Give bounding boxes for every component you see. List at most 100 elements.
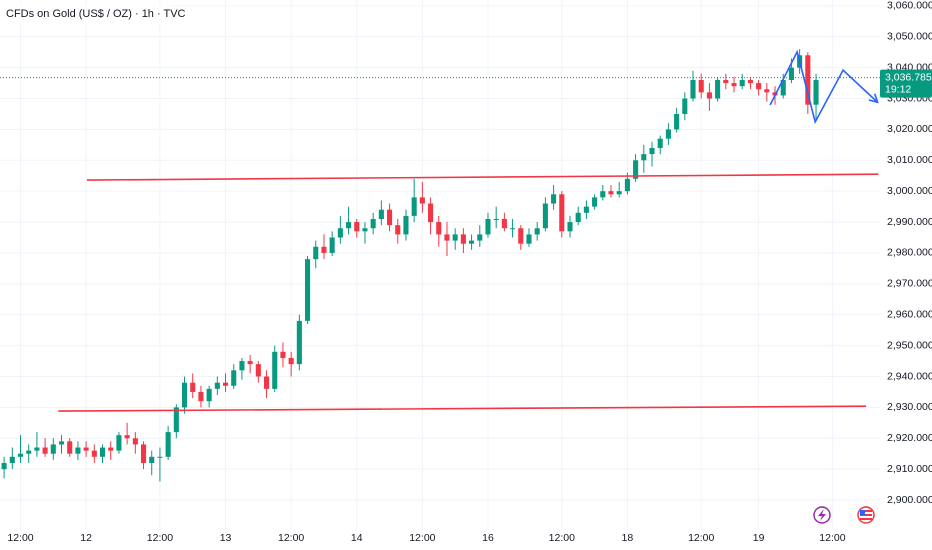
candle-body bbox=[469, 240, 475, 244]
candle-body bbox=[1, 462, 7, 470]
candle-body bbox=[641, 154, 647, 161]
title-backdrop bbox=[0, 4, 170, 24]
candle-body bbox=[34, 447, 40, 451]
candle-body bbox=[444, 234, 450, 241]
candle-body bbox=[493, 218, 499, 220]
candle-body bbox=[649, 147, 655, 155]
candle-body bbox=[674, 113, 680, 130]
y-tick-label: 2,940.000 bbox=[887, 370, 932, 382]
drawing-line bbox=[58, 405, 867, 412]
candle-body bbox=[9, 456, 15, 463]
x-tick-label: 12:00 bbox=[819, 532, 845, 544]
y-tick-label: 3,010.000 bbox=[887, 154, 932, 166]
countdown-label: 19:12 bbox=[885, 83, 911, 95]
candle-body bbox=[723, 79, 729, 84]
candle-body bbox=[715, 79, 721, 99]
candle-body bbox=[403, 215, 409, 235]
candle-body bbox=[411, 197, 417, 216]
candle-body bbox=[346, 222, 352, 229]
candle-body bbox=[378, 209, 384, 219]
candle-body bbox=[485, 218, 491, 235]
candle-body bbox=[534, 228, 540, 235]
candle-body bbox=[280, 351, 286, 358]
y-tick-label: 3,050.000 bbox=[887, 31, 932, 43]
candle-body bbox=[58, 441, 65, 445]
candle-body bbox=[149, 456, 155, 463]
candle-body bbox=[747, 79, 753, 84]
candle-body bbox=[108, 447, 114, 451]
candle-body bbox=[419, 197, 425, 204]
candle-body bbox=[329, 237, 335, 253]
candle-body bbox=[17, 453, 24, 457]
y-tick-label: 2,990.000 bbox=[887, 216, 932, 228]
x-tick-label: 13 bbox=[220, 532, 232, 544]
candle-body bbox=[75, 447, 81, 454]
y-tick-label: 2,920.000 bbox=[887, 432, 932, 444]
flag-icon[interactable] bbox=[857, 506, 875, 524]
x-tick-label: 19 bbox=[753, 532, 765, 544]
candle-body bbox=[813, 79, 819, 105]
y-tick-label: 2,970.000 bbox=[887, 278, 932, 290]
candle-body bbox=[387, 209, 393, 226]
arrow-head bbox=[868, 93, 879, 104]
events-icon[interactable] bbox=[813, 506, 831, 524]
y-tick-label: 3,000.000 bbox=[887, 185, 932, 197]
candle-body bbox=[313, 246, 319, 260]
candle-body bbox=[452, 234, 458, 241]
candle-body bbox=[764, 89, 770, 93]
candle-body bbox=[132, 438, 138, 445]
candle-body bbox=[206, 388, 212, 402]
candle-body bbox=[526, 234, 532, 244]
y-tick-label: 2,910.000 bbox=[887, 463, 932, 475]
y-tick-label: 2,900.000 bbox=[887, 494, 932, 506]
y-tick-label: 2,960.000 bbox=[887, 309, 932, 321]
candle-body bbox=[460, 234, 466, 244]
candle-body bbox=[665, 129, 671, 139]
candle-body bbox=[657, 138, 663, 148]
x-tick-label: 18 bbox=[622, 532, 634, 544]
candle-body bbox=[731, 83, 737, 87]
candle-body bbox=[518, 228, 524, 244]
x-tick-label: 12:00 bbox=[409, 532, 435, 544]
candle-body bbox=[157, 456, 163, 458]
x-tick-label: 12 bbox=[80, 532, 92, 544]
candle-body bbox=[542, 203, 548, 229]
candle-body bbox=[181, 382, 188, 408]
candle-body bbox=[214, 382, 220, 389]
candle-body bbox=[255, 364, 261, 377]
candle-body bbox=[288, 357, 294, 365]
candle-body bbox=[337, 228, 343, 238]
candle-body bbox=[83, 447, 89, 451]
candle-body bbox=[173, 407, 179, 433]
candle-body bbox=[477, 234, 483, 241]
candle-body bbox=[436, 222, 442, 235]
drawing-line bbox=[769, 49, 879, 125]
candle-body bbox=[575, 212, 581, 223]
candle-body bbox=[264, 376, 270, 389]
candle-body bbox=[583, 206, 589, 213]
candle-body bbox=[706, 92, 712, 99]
candle-body bbox=[624, 178, 630, 192]
candle-body bbox=[124, 435, 130, 439]
candle-body bbox=[26, 450, 32, 454]
y-tick-label: 2,980.000 bbox=[887, 247, 932, 259]
candle-body bbox=[42, 447, 48, 454]
candle-body bbox=[780, 79, 786, 96]
candle-body bbox=[165, 432, 171, 457]
candle-body bbox=[190, 382, 196, 392]
x-tick-label: 12:00 bbox=[147, 532, 173, 544]
candle-body bbox=[559, 194, 565, 232]
candle-body bbox=[510, 228, 516, 230]
y-tick-label: 3,060.000 bbox=[887, 0, 932, 12]
candle-body bbox=[354, 222, 360, 232]
candle-body bbox=[116, 435, 122, 451]
candle-body bbox=[321, 246, 327, 253]
candle-body bbox=[698, 79, 704, 93]
drawing-line bbox=[86, 173, 879, 181]
candle-body bbox=[99, 447, 106, 457]
candle-body bbox=[551, 194, 557, 204]
candle-body bbox=[222, 382, 229, 386]
x-tick-label: 12:00 bbox=[688, 532, 714, 544]
last-price-label: 3,036.785 bbox=[885, 71, 932, 83]
